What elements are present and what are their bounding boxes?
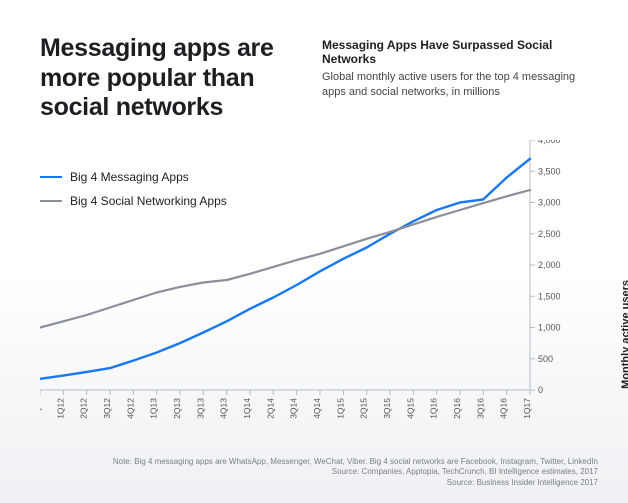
chart-svg: 0 500 1,000 1,500 2,000 2,500 3,000 3,500 4,000 4… bbox=[40, 140, 588, 440]
svg-text:4Q15: 4Q15 bbox=[405, 398, 415, 419]
svg-text:1Q16: 1Q16 bbox=[429, 398, 439, 419]
svg-text:3Q13: 3Q13 bbox=[195, 398, 205, 419]
svg-text:2Q15: 2Q15 bbox=[359, 398, 369, 419]
svg-text:2Q16: 2Q16 bbox=[452, 398, 462, 419]
footnotes: Note: Big 4 messaging apps are WhatsApp,… bbox=[113, 457, 598, 489]
subtitle-bold: Messaging Apps Have Surpassed Social Net… bbox=[322, 38, 582, 66]
svg-text:1Q17: 1Q17 bbox=[522, 398, 532, 419]
svg-text:3,000: 3,000 bbox=[538, 198, 561, 208]
svg-text:0: 0 bbox=[538, 385, 543, 395]
footnote-line-1: Note: Big 4 messaging apps are WhatsApp,… bbox=[113, 457, 598, 468]
svg-text:3Q15: 3Q15 bbox=[382, 398, 392, 419]
svg-text:2,000: 2,000 bbox=[538, 260, 561, 270]
svg-text:3Q12: 3Q12 bbox=[102, 398, 112, 419]
svg-text:1,000: 1,000 bbox=[538, 323, 561, 333]
svg-text:4,000: 4,000 bbox=[538, 140, 561, 145]
svg-text:2Q14: 2Q14 bbox=[265, 398, 275, 419]
subtitle-desc: Global monthly active users for the top … bbox=[322, 70, 582, 100]
svg-text:3Q14: 3Q14 bbox=[289, 398, 299, 419]
svg-text:1Q14: 1Q14 bbox=[242, 398, 252, 419]
svg-text:4Q14: 4Q14 bbox=[312, 398, 322, 419]
svg-text:1,500: 1,500 bbox=[538, 291, 561, 301]
svg-text:2Q12: 2Q12 bbox=[79, 398, 89, 419]
svg-text:4Q11: 4Q11 bbox=[40, 398, 42, 418]
svg-text:1Q12: 1Q12 bbox=[55, 398, 65, 419]
footnote-line-2: Source: Companies, Apptopia, TechCrunch,… bbox=[113, 467, 598, 478]
svg-text:2,500: 2,500 bbox=[538, 229, 561, 239]
svg-text:3Q16: 3Q16 bbox=[475, 398, 485, 419]
footnote-line-3: Source: Business Insider Intelligence 20… bbox=[113, 478, 598, 489]
svg-text:2Q13: 2Q13 bbox=[172, 398, 182, 419]
headline: Messaging apps are more popular than soc… bbox=[40, 34, 310, 123]
svg-text:3,500: 3,500 bbox=[538, 166, 561, 176]
svg-text:500: 500 bbox=[538, 354, 553, 364]
svg-text:4Q12: 4Q12 bbox=[125, 398, 135, 419]
y-axis-label: Monthly active users bbox=[620, 280, 628, 389]
svg-text:4Q13: 4Q13 bbox=[219, 398, 229, 419]
svg-text:1Q15: 1Q15 bbox=[335, 398, 345, 419]
line-chart: 0 500 1,000 1,500 2,000 2,500 3,000 3,500 4,000 4… bbox=[40, 140, 588, 440]
svg-text:4Q16: 4Q16 bbox=[499, 398, 509, 419]
subtitle-block: Messaging Apps Have Surpassed Social Net… bbox=[322, 38, 582, 100]
svg-text:1Q13: 1Q13 bbox=[149, 398, 159, 419]
